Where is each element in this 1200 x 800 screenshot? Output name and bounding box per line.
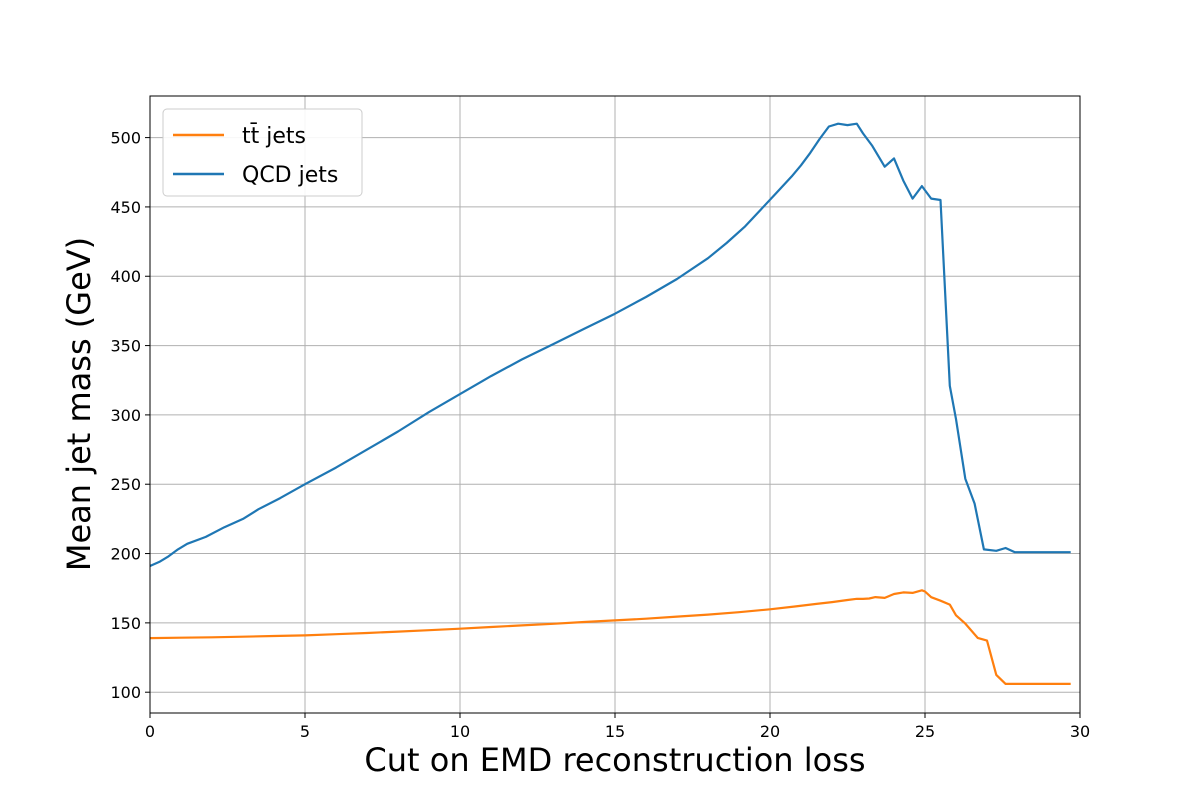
x-axis-title: Cut on EMD reconstruction loss: [364, 741, 865, 779]
axis-ticks: 0 5 10 15 20 25 30 100 150 200 250 300 350 400 450 500: [110, 129, 1090, 741]
x-tick-label: 15: [605, 722, 625, 741]
x-tick-label: 0: [145, 722, 155, 741]
x-tick-label: 25: [915, 722, 935, 741]
y-tick-label: 100: [110, 683, 141, 702]
x-tick-label: 20: [760, 722, 780, 741]
y-tick-label: 450: [110, 198, 141, 217]
y-tick-label: 350: [110, 337, 141, 356]
series-line-0: [149, 589, 1071, 686]
series-line-1: [149, 122, 1071, 568]
x-tick-label: 30: [1070, 722, 1090, 741]
y-tick-label: 150: [110, 614, 141, 633]
legend-label-0: tt̄ jets: [242, 123, 306, 149]
x-tick-label: 10: [450, 722, 470, 741]
x-tick-label: 5: [300, 722, 310, 741]
legend: tt̄ jets QCD jets: [162, 108, 363, 197]
legend-label-1: QCD jets: [242, 163, 338, 188]
series-lines: [149, 122, 1071, 686]
y-tick-label: 200: [110, 545, 141, 564]
y-axis-title: Mean jet mass (GeV): [60, 237, 98, 571]
y-tick-label: 250: [110, 475, 141, 494]
y-tick-label: 500: [110, 129, 141, 148]
y-tick-label: 400: [110, 267, 141, 286]
y-tick-label: 300: [110, 406, 141, 425]
